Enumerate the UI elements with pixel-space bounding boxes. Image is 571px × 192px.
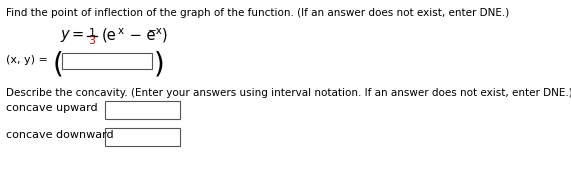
Text: ): ) [154,51,165,79]
Text: 1: 1 [89,28,95,38]
Text: Find the point of inflection of the graph of the function. (If an answer does no: Find the point of inflection of the grap… [6,8,509,18]
Text: x: x [118,26,124,36]
Text: (: ( [53,51,64,79]
Text: −x: −x [148,26,163,36]
FancyBboxPatch shape [105,128,180,146]
Text: (e: (e [102,28,116,43]
FancyBboxPatch shape [62,53,152,69]
Text: ): ) [162,28,168,43]
Text: $y = $: $y = $ [60,28,85,44]
Text: (x, y) =: (x, y) = [6,55,51,65]
Text: concave upward: concave upward [6,103,98,113]
FancyBboxPatch shape [105,101,180,119]
Text: − e: − e [125,28,155,43]
Text: Describe the concavity. (Enter your answers using interval notation. If an answe: Describe the concavity. (Enter your answ… [6,88,571,98]
Text: concave downward: concave downward [6,130,114,140]
Text: 3: 3 [89,36,95,46]
